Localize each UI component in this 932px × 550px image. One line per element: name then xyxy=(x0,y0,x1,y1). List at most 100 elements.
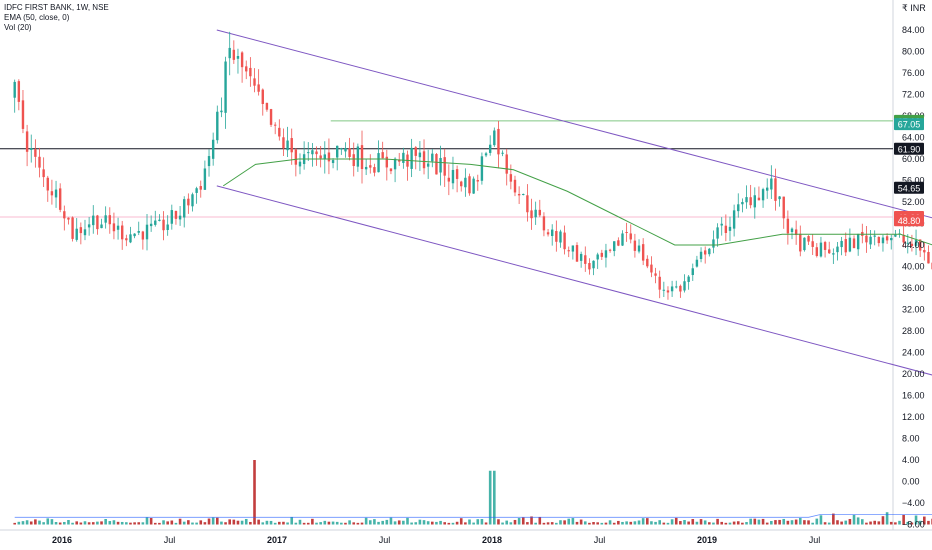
volume-bar xyxy=(819,515,823,525)
candle-body xyxy=(840,240,843,248)
volume-bar xyxy=(794,519,798,525)
candle-body xyxy=(613,241,616,252)
volume-bar xyxy=(832,513,835,525)
candle-body xyxy=(621,233,624,246)
volume-bar xyxy=(480,519,484,525)
x-tick-label: 2019 xyxy=(697,535,717,545)
volume-bar xyxy=(397,520,401,525)
volume-bar xyxy=(732,521,736,525)
candle-body xyxy=(377,153,380,173)
volume-bar xyxy=(178,518,182,525)
volume-bar xyxy=(670,519,674,525)
volume-bar xyxy=(542,522,546,525)
candle-body xyxy=(650,264,653,273)
volume-bar xyxy=(112,520,116,525)
candle-body xyxy=(629,233,632,240)
candle-body xyxy=(848,237,852,252)
volume-bar xyxy=(592,522,595,525)
candle-body xyxy=(472,178,475,194)
candle-body xyxy=(340,148,343,150)
candle-body xyxy=(137,231,140,233)
volume-bar xyxy=(294,522,298,525)
volume-bar xyxy=(786,520,790,525)
volume-bar xyxy=(170,520,174,525)
volume-bar xyxy=(133,522,136,525)
candle-body xyxy=(782,196,785,219)
volume-bar xyxy=(815,518,819,525)
candle-body xyxy=(290,138,293,153)
candle-body xyxy=(228,47,231,59)
candle-body xyxy=(906,242,909,244)
candle-body xyxy=(807,236,810,242)
candle-body xyxy=(633,240,637,251)
candle-body xyxy=(92,215,95,226)
candle-body xyxy=(286,140,289,151)
candle-body xyxy=(149,223,153,227)
candle-body xyxy=(381,152,384,159)
candle-body xyxy=(662,289,666,291)
volume-bar xyxy=(79,522,83,525)
candle-body xyxy=(923,249,926,253)
candle-body xyxy=(890,237,893,241)
volume-bar xyxy=(116,521,120,525)
volume-bar xyxy=(641,518,645,525)
volume-bar xyxy=(645,518,649,525)
volume-bar xyxy=(75,521,79,525)
volume-bar xyxy=(517,518,521,525)
candle-body xyxy=(174,210,178,219)
volume-bar xyxy=(687,521,690,525)
volume-bar xyxy=(306,522,310,525)
volume-bar xyxy=(364,517,368,525)
candle-body xyxy=(927,251,930,264)
volume-bar xyxy=(410,522,413,525)
candle-body xyxy=(493,130,496,146)
channel-lower-line[interactable] xyxy=(216,185,932,404)
candle-body xyxy=(488,144,492,153)
volume-bar xyxy=(840,521,843,525)
x-tick-label: 2016 xyxy=(52,535,72,545)
volume-bar xyxy=(373,519,376,525)
candle-body xyxy=(464,177,467,188)
candle-body xyxy=(30,148,33,150)
candle-body xyxy=(54,189,58,198)
volume-bar xyxy=(559,520,562,525)
candle-body xyxy=(25,131,29,152)
volume-bar xyxy=(348,520,351,525)
volume-bar xyxy=(261,522,265,525)
candle-body xyxy=(918,239,922,251)
candle-body xyxy=(600,252,604,257)
candle-body xyxy=(253,78,256,86)
ema-50-line xyxy=(222,158,932,246)
candle-body xyxy=(195,188,198,193)
candle-body xyxy=(369,165,372,168)
time-axis[interactable]: 2016 Jul 2017 Jul 2018 Jul 2019 Jul xyxy=(52,535,820,545)
volume-bar xyxy=(422,520,426,525)
candle-body xyxy=(273,124,277,126)
channel-upper-line[interactable] xyxy=(216,29,932,277)
volume-bar xyxy=(443,522,446,525)
volume-bar xyxy=(736,521,740,525)
candle-body xyxy=(687,276,690,282)
candle-body xyxy=(575,245,579,262)
volume-bar xyxy=(695,521,699,525)
volume-bar xyxy=(741,522,744,525)
candle-body xyxy=(770,178,773,190)
candle-body xyxy=(703,250,707,255)
candle-body xyxy=(373,167,376,173)
volume-bar xyxy=(823,522,827,525)
volume-bar xyxy=(708,522,711,525)
y-tick-label: 4.00 xyxy=(902,455,920,465)
candle-body xyxy=(551,229,554,237)
volume-bar xyxy=(153,522,157,525)
volume-bar xyxy=(108,521,112,525)
currency-label[interactable]: ₹ INR xyxy=(902,3,926,13)
candle-body xyxy=(836,246,839,253)
volume-bar xyxy=(521,517,525,525)
volume-bar xyxy=(650,521,653,525)
volume-bar xyxy=(100,521,103,525)
volume-bar xyxy=(83,521,87,525)
candle-body xyxy=(100,224,103,229)
